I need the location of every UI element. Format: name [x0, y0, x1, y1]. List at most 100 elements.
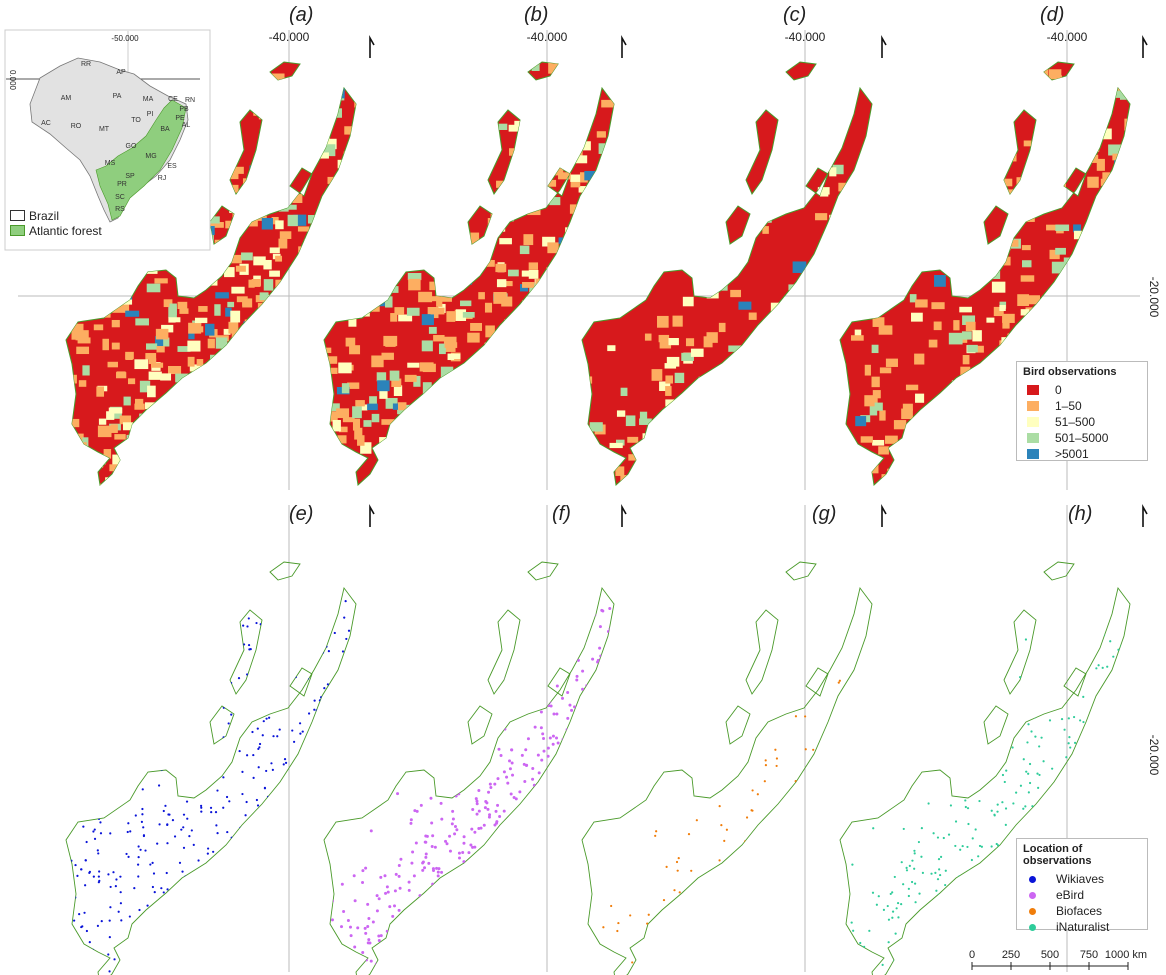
observation-point [615, 628, 618, 631]
observation-point [425, 936, 429, 940]
observation-point [394, 952, 398, 956]
density-cell [296, 469, 307, 479]
density-cell [1134, 157, 1145, 164]
observation-point [290, 852, 293, 855]
observation-point [83, 950, 86, 954]
observation-point [321, 785, 324, 789]
observation-point [603, 736, 607, 740]
density-cell [872, 177, 881, 184]
observation-point [871, 891, 875, 894]
observation-point [425, 933, 429, 937]
legend-swatch [1027, 433, 1039, 443]
observation-point [99, 832, 103, 835]
observation-point [336, 809, 339, 812]
density-cell [265, 433, 276, 440]
observation-point [144, 849, 147, 852]
observation-point [308, 929, 311, 932]
density-cell [1102, 128, 1112, 140]
observation-point [311, 743, 314, 747]
observation-point [285, 809, 288, 812]
density-cell [893, 420, 907, 430]
inset-state-label: AC [41, 120, 51, 127]
observation-point [503, 885, 507, 889]
density-cell [390, 313, 398, 322]
density-cell [609, 230, 614, 240]
observation-point [1111, 744, 1114, 747]
density-cell [227, 301, 235, 308]
density-cell [327, 80, 340, 89]
scale-bar-label: 500 [1041, 949, 1059, 961]
density-cell [301, 375, 309, 384]
observation-point [1040, 819, 1043, 822]
observation-point [189, 620, 193, 623]
density-cell [550, 113, 559, 120]
observation-point [71, 636, 75, 639]
observation-point [933, 611, 937, 614]
density-cell [879, 367, 892, 374]
observation-point [691, 924, 694, 927]
density-cell [961, 331, 972, 340]
density-cell [428, 296, 441, 302]
density-cell [484, 302, 493, 313]
density-cell [362, 223, 377, 233]
density-cell [484, 260, 495, 267]
points-legend-item: iNaturalist [1027, 919, 1147, 935]
density-cell [1067, 268, 1077, 281]
density-cell [504, 452, 511, 460]
observation-point [190, 940, 194, 943]
density-cell [873, 150, 884, 161]
density-cell [549, 197, 561, 206]
observation-point [578, 740, 582, 744]
observation-point [609, 651, 613, 655]
observation-point [354, 824, 356, 827]
observation-point [887, 941, 890, 944]
density-cell [301, 482, 313, 485]
density-cell [134, 359, 149, 370]
observation-point [966, 807, 970, 810]
density-cell [334, 74, 344, 82]
density-cell [331, 226, 343, 238]
density-cell [948, 332, 963, 345]
density-cell [639, 418, 652, 425]
observation-point [128, 689, 131, 692]
observation-point [260, 900, 263, 903]
observation-point [126, 970, 130, 973]
observation-point [285, 599, 288, 602]
density-cell [915, 393, 925, 403]
observation-point [593, 713, 597, 717]
density-cell [897, 262, 906, 270]
observation-point [978, 844, 982, 848]
density-cell [579, 430, 592, 441]
density-cell [779, 352, 792, 358]
density-legend-item: 51‒500 [1027, 414, 1147, 430]
observation-point [440, 870, 444, 874]
density-cell [1022, 210, 1029, 219]
density-cell [338, 188, 352, 196]
density-cell [661, 453, 668, 463]
density-cell [855, 416, 867, 427]
density-cell [414, 403, 428, 413]
density-cell [302, 107, 311, 118]
density-cell [1097, 76, 1107, 88]
observation-point [1038, 773, 1041, 777]
density-cell [752, 493, 759, 504]
observation-point [934, 871, 937, 874]
density-cell [295, 378, 306, 391]
density-cell [471, 439, 480, 452]
observation-point [1079, 747, 1082, 750]
observation-point [479, 826, 483, 830]
observation-point [887, 918, 891, 921]
density-cell [224, 267, 235, 278]
density-cell [322, 62, 336, 65]
observation-point [188, 835, 191, 838]
density-cell [247, 377, 261, 385]
density-cell [114, 251, 123, 261]
observation-point [148, 703, 151, 706]
density-cell [258, 429, 268, 441]
observation-point [139, 661, 142, 664]
density-cell [431, 107, 445, 116]
observation-point [550, 767, 554, 771]
observation-point [1115, 812, 1118, 815]
density-cell [860, 436, 873, 443]
density-cell [879, 410, 886, 421]
